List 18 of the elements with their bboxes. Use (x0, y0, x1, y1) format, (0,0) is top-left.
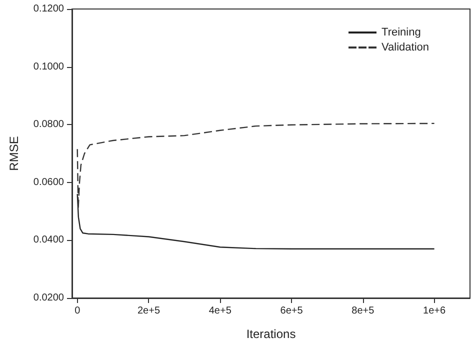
y-tick-label: 0.1200 (33, 4, 64, 14)
x-tick-label: 2e+5 (137, 306, 160, 316)
x-tick-label: 8e+5 (352, 306, 375, 316)
legend-label: Treining (382, 26, 421, 38)
line-series (76, 193, 435, 250)
x-axis-title: Iterations (246, 327, 296, 341)
x-tick-label: 0 (74, 306, 81, 316)
y-axis-title: RMSE (7, 136, 21, 171)
y-tick-label: 0.0400 (33, 234, 64, 246)
x-tick-label: 6e+5 (280, 306, 304, 316)
y-tick-label: 0.0200 (33, 292, 64, 304)
y-tick-label: 0.0800 (33, 119, 64, 130)
legend-label: Validation (382, 42, 430, 54)
x-tick-label: 1e+6 (423, 306, 446, 316)
y-tick-label: 0.1000 (33, 61, 64, 72)
line-series (76, 122, 435, 210)
x-tick-label: 4e+5 (208, 306, 232, 316)
y-tick-label: 0.0600 (33, 176, 64, 188)
